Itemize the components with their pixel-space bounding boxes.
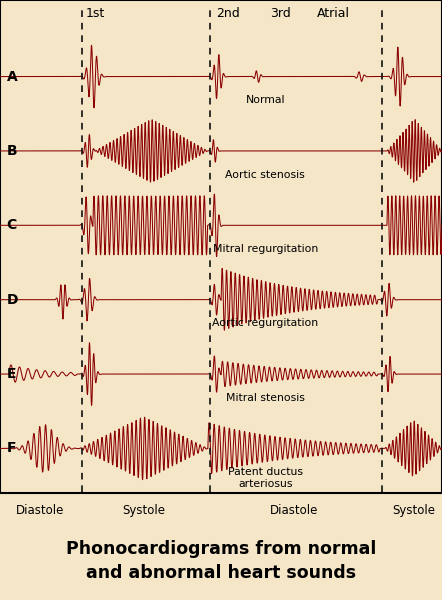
Text: Aortic regurgitation: Aortic regurgitation xyxy=(212,319,318,328)
Text: F: F xyxy=(7,442,16,455)
Text: Systole: Systole xyxy=(392,503,435,517)
Text: C: C xyxy=(7,218,17,232)
Text: D: D xyxy=(7,293,18,307)
Text: Patent ductus
arteriosus: Patent ductus arteriosus xyxy=(228,467,303,489)
Text: B: B xyxy=(7,144,17,158)
Text: 2nd: 2nd xyxy=(216,7,240,20)
Text: Aortic stenosis: Aortic stenosis xyxy=(225,170,305,180)
Text: Normal: Normal xyxy=(245,95,285,106)
Text: 3rd: 3rd xyxy=(271,7,291,20)
Text: Phonocardiograms from normal
and abnormal heart sounds: Phonocardiograms from normal and abnorma… xyxy=(66,540,376,582)
Text: Diastole: Diastole xyxy=(270,503,318,517)
Text: Systole: Systole xyxy=(122,503,165,517)
Text: 1st: 1st xyxy=(85,7,105,20)
Text: E: E xyxy=(7,367,16,381)
Text: A: A xyxy=(7,70,17,83)
Text: Atrial: Atrial xyxy=(317,7,350,20)
Text: Mitral regurgitation: Mitral regurgitation xyxy=(213,244,318,254)
Text: Diastole: Diastole xyxy=(15,503,64,517)
Text: Mitral stenosis: Mitral stenosis xyxy=(226,393,305,403)
